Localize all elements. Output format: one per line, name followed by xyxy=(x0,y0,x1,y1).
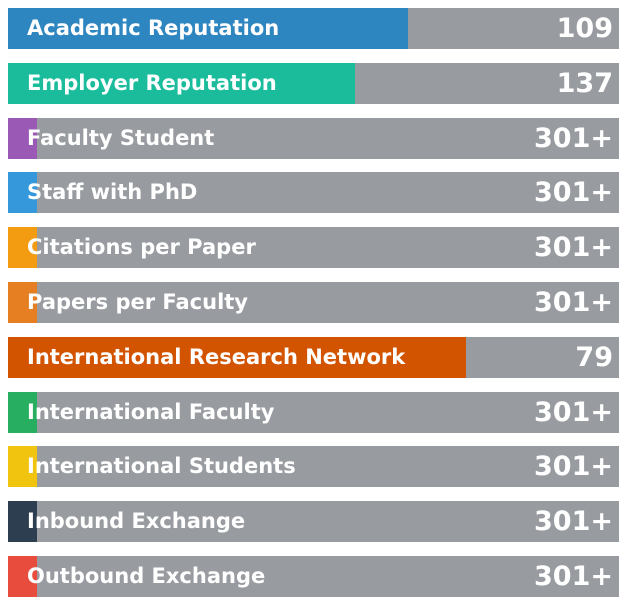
bar-label: International Students xyxy=(27,454,296,478)
bar-value: 301+ xyxy=(534,397,613,428)
bar-row: International Research Network 79 xyxy=(8,337,619,378)
bar-value: 109 xyxy=(556,13,613,44)
bar-label: Academic Reputation xyxy=(27,16,280,40)
bar-row: Citations per Paper 301+ xyxy=(8,227,619,268)
bar-label: Papers per Faculty xyxy=(27,290,248,314)
bar-label: International Research Network xyxy=(27,345,406,369)
bar-label: International Faculty xyxy=(27,400,275,424)
bar-fill xyxy=(8,172,37,213)
bar-label: Faculty Student xyxy=(27,126,215,150)
bar-label: Staff with PhD xyxy=(27,180,198,204)
bar-value: 301+ xyxy=(534,177,613,208)
bar-label: Citations per Paper xyxy=(27,235,256,259)
bar-value: 79 xyxy=(575,342,613,373)
bar-row: Outbound Exchange 301+ xyxy=(8,556,619,597)
bar-fill xyxy=(8,337,466,378)
bar-value: 301+ xyxy=(534,232,613,263)
bar-fill xyxy=(8,118,37,159)
bar-row: Staff with PhD 301+ xyxy=(8,172,619,213)
bar-fill xyxy=(8,446,37,487)
bar-value: 301+ xyxy=(534,506,613,537)
bar-label: Employer Reputation xyxy=(27,71,277,95)
bar-fill xyxy=(8,63,355,104)
bar-value: 137 xyxy=(556,68,613,99)
bar-value: 301+ xyxy=(534,451,613,482)
bar-fill xyxy=(8,8,408,49)
bar-row: Papers per Faculty 301+ xyxy=(8,282,619,323)
bar-row: Inbound Exchange 301+ xyxy=(8,501,619,542)
bar-fill xyxy=(8,227,37,268)
bar-fill xyxy=(8,392,37,433)
bar-row: International Faculty 301+ xyxy=(8,392,619,433)
bar-row: Faculty Student 301+ xyxy=(8,118,619,159)
bar-value: 301+ xyxy=(534,287,613,318)
bar-fill xyxy=(8,501,37,542)
bar-value: 301+ xyxy=(534,561,613,592)
bar-label: Outbound Exchange xyxy=(27,564,266,588)
bar-value: 301+ xyxy=(534,123,613,154)
bar-fill xyxy=(8,556,37,597)
bar-label: Inbound Exchange xyxy=(27,509,246,533)
bar-row: International Students 301+ xyxy=(8,446,619,487)
bar-fill xyxy=(8,282,37,323)
bar-row: Academic Reputation 109 xyxy=(8,8,619,49)
bar-row: Employer Reputation 137 xyxy=(8,63,619,104)
